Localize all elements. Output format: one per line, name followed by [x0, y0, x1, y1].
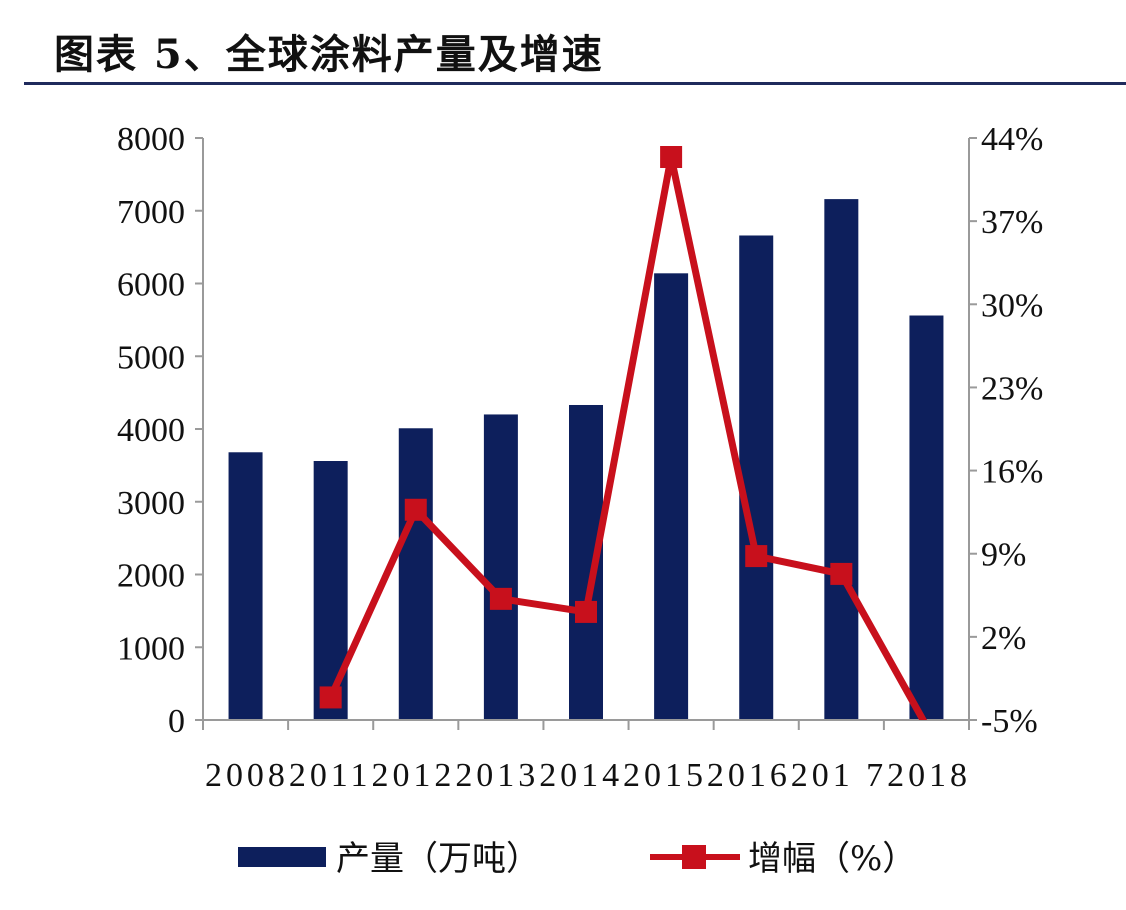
bar-2013	[483, 414, 518, 720]
bar-2015	[654, 273, 689, 720]
bars-group	[228, 199, 944, 721]
y-right-tick-label: 37%	[981, 204, 1043, 241]
growth-point-2011	[319, 686, 342, 709]
y-left-tick-label: 8000	[117, 121, 185, 158]
growth-point-2017	[830, 562, 853, 585]
y-right-tick-label: -5%	[981, 703, 1038, 740]
bar-2012	[398, 428, 433, 720]
y-left-tick-label: 2000	[117, 558, 185, 595]
y-left-tick-label: 4000	[117, 412, 185, 449]
title-rule	[24, 82, 1126, 85]
chart-title: 图表 5、全球涂料产量及增速	[54, 31, 604, 78]
y-right-tick-label: 44%	[981, 121, 1043, 158]
y-left-tick-label: 7000	[117, 194, 185, 231]
x-tick-labels: 2008201120122013201420152016201 72018	[205, 757, 967, 794]
y-right-tick-label: 2%	[981, 620, 1026, 657]
y-left-tick-label: 1000	[117, 630, 185, 667]
growth-point-2015	[660, 146, 683, 169]
legend-bar-swatch	[238, 847, 326, 867]
y-left-tick-label: 0	[168, 703, 185, 740]
bar-2016	[739, 235, 774, 721]
bar-2008	[228, 452, 263, 720]
bar-2017	[824, 199, 859, 721]
growth-point-2013	[489, 587, 512, 610]
legend-line-marker	[682, 845, 706, 869]
growth-line	[327, 156, 928, 720]
legend-line-label: 增幅（%）	[748, 839, 916, 879]
bar-2011	[313, 461, 348, 720]
line-group	[319, 146, 928, 720]
y-left-tick-label: 6000	[117, 267, 185, 304]
y-right-tick-label: 30%	[981, 287, 1043, 324]
y-left-tick-label: 3000	[117, 485, 185, 522]
y-right-tick-label: 9%	[981, 537, 1026, 574]
legend: 产量（万吨） 增幅（%）	[238, 839, 916, 879]
bar-2018	[909, 315, 944, 720]
legend-bar-label: 产量（万吨）	[336, 839, 540, 879]
y-right-tick-label: 23%	[981, 370, 1043, 407]
y-left-tick-label: 5000	[117, 339, 185, 376]
growth-point-2016	[745, 545, 768, 568]
axes-group: 0 1000 2000 3000 4000 5000 6000 7000 8000 -5% 2% 9%…	[117, 121, 1043, 794]
growth-point-2014	[575, 600, 597, 623]
growth-point-2012	[404, 498, 427, 521]
y-right-tick-label: 16%	[981, 454, 1043, 491]
